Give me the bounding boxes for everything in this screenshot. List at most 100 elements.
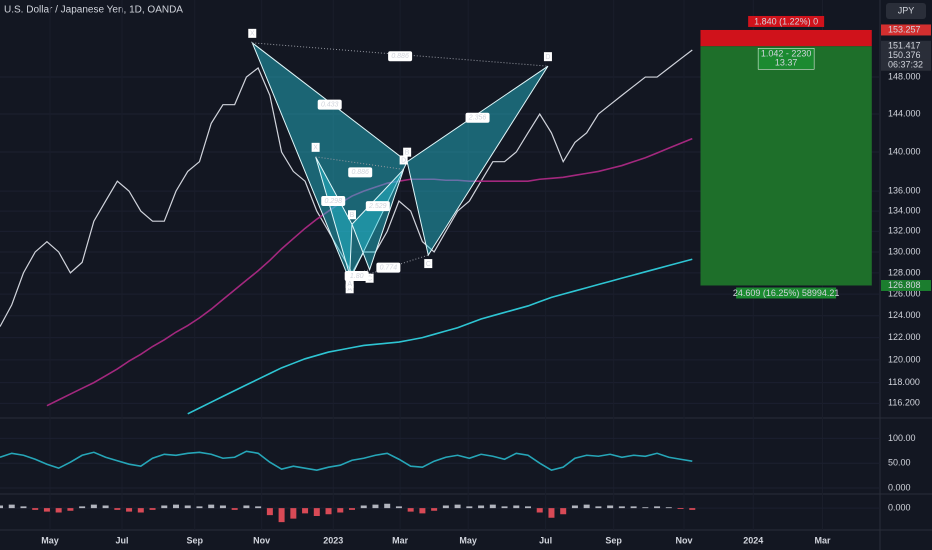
pattern-point-label: D — [545, 54, 550, 61]
y-tick-label: 140.000 — [888, 146, 921, 156]
bar — [654, 506, 661, 509]
bar — [0, 505, 3, 509]
bar — [149, 508, 156, 510]
x-tick-label: Sep — [187, 535, 204, 545]
bar — [419, 508, 426, 514]
x-tick-label: Nov — [676, 535, 693, 545]
bar — [560, 508, 567, 515]
bar — [20, 506, 27, 509]
ratio-box — [344, 271, 369, 282]
price-label-box — [881, 59, 931, 71]
price-label: 151.417 — [888, 41, 921, 51]
ratio-label: 0.886 — [351, 169, 369, 176]
x-tick-label: 2024 — [743, 535, 763, 545]
pattern-point-box — [543, 52, 552, 62]
pattern-point-label: D — [401, 157, 406, 164]
y-tick-label: 144.000 — [888, 108, 921, 118]
bar — [583, 504, 590, 509]
ratio-box — [388, 51, 413, 62]
x-tick-label: May — [459, 535, 477, 545]
price-label-box — [881, 50, 931, 62]
x-tick-label: Jul — [116, 535, 129, 545]
pattern-point-label: B — [350, 212, 355, 219]
price-label: 150.376 — [888, 50, 921, 60]
ratio-label: 0.774 — [380, 264, 398, 271]
bar — [173, 504, 179, 509]
ratio-box — [465, 112, 490, 123]
bar — [525, 506, 531, 509]
y-tick-label: 0.000 — [888, 482, 911, 492]
price-label-box — [881, 280, 931, 292]
pattern-point-box — [399, 155, 408, 165]
pattern-point-label: X — [313, 145, 318, 152]
x-tick-label: Sep — [605, 535, 622, 545]
bar — [126, 508, 133, 512]
bar — [243, 505, 250, 509]
pattern-point-box — [348, 210, 356, 220]
bar — [114, 508, 121, 510]
y-tick-label: 118.000 — [888, 377, 920, 387]
bar — [32, 508, 39, 510]
currency[interactable]: JPY — [898, 5, 915, 15]
bar — [442, 505, 449, 509]
bar — [607, 505, 614, 509]
pattern-point-box — [345, 278, 354, 288]
pattern-point-label: C — [426, 261, 431, 268]
pattern-point-box — [424, 259, 433, 269]
bar — [665, 507, 672, 509]
pattern-point-label: X — [250, 31, 255, 38]
bar — [79, 506, 86, 509]
ratio-label: 2.356 — [468, 115, 487, 122]
bar — [161, 505, 168, 509]
currency-box[interactable] — [886, 3, 926, 19]
ratio-label: 1.80 — [350, 273, 364, 280]
bar — [278, 508, 285, 523]
ratio-label: 0.886 — [391, 53, 409, 60]
pattern-fill — [315, 156, 353, 276]
line-series — [46, 137, 693, 407]
bar — [536, 508, 543, 513]
y-tick-label: 148.000 — [888, 71, 921, 81]
bar — [266, 508, 273, 516]
pattern-point-label: A — [347, 286, 352, 293]
bar — [231, 508, 238, 510]
y-tick-label: 128.000 — [888, 267, 921, 277]
price-label: 153.257 — [888, 24, 921, 34]
pattern-fill — [351, 169, 405, 272]
y-tick-label: 130.000 — [888, 246, 921, 256]
pattern-point-box — [365, 273, 374, 283]
bar — [325, 508, 332, 515]
label-box — [757, 48, 815, 70]
bar — [548, 508, 555, 518]
bar — [219, 505, 226, 509]
bar — [208, 504, 215, 509]
bar — [102, 505, 109, 509]
ratio-label: 2.529 — [368, 203, 387, 210]
line-series — [0, 450, 693, 472]
bar — [689, 508, 696, 510]
position-label: 24.609 (16.25%) 58994.21 — [733, 288, 840, 298]
pattern-point-box — [248, 28, 257, 38]
x-tick-label: May — [41, 535, 59, 545]
bar — [501, 506, 508, 509]
x-tick-label: Jul — [539, 535, 552, 545]
bar — [313, 508, 320, 516]
y-tick-label: 132.000 — [888, 226, 921, 236]
bar — [360, 505, 367, 509]
bar — [196, 506, 203, 509]
y-tick-label: 50.00 — [888, 458, 911, 468]
stop-zone — [700, 29, 872, 47]
position-label: 1.840 (1.22%) 0 — [754, 16, 818, 26]
bar — [384, 503, 391, 509]
price-label: 126.808 — [888, 280, 921, 290]
price-label: 06:37:32 — [888, 60, 923, 70]
pattern-point-label: B — [405, 150, 410, 157]
line-series — [187, 258, 693, 415]
position-label: 13.37 — [775, 58, 798, 68]
ratio-box — [321, 196, 346, 207]
bar — [618, 506, 625, 509]
bar — [372, 504, 379, 509]
label-box — [748, 15, 825, 27]
